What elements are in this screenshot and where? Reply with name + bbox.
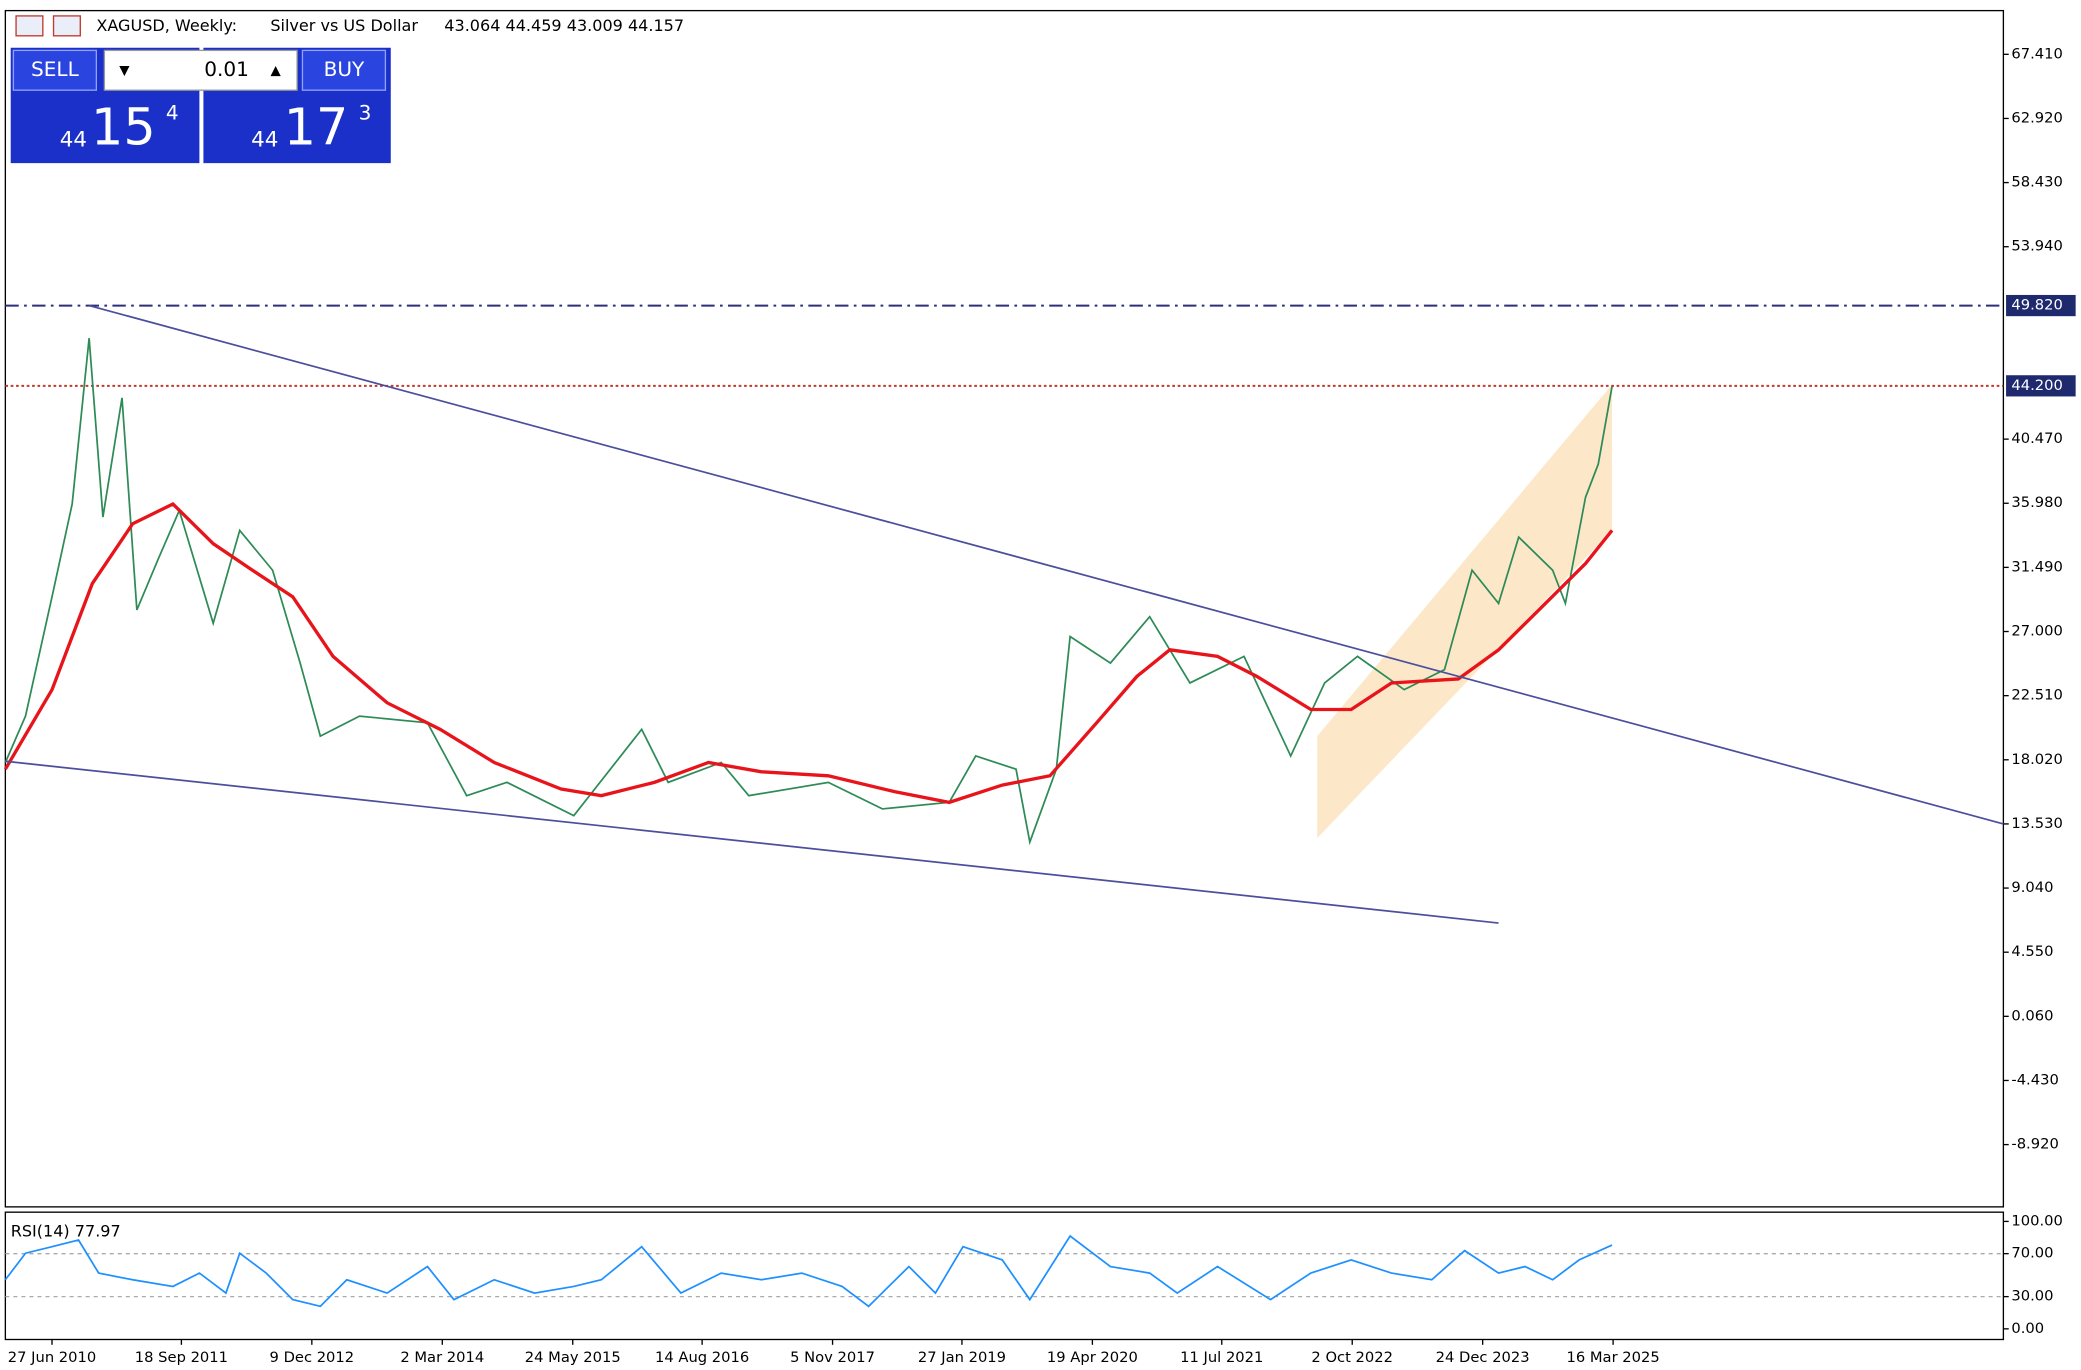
series-line bbox=[3, 501, 1614, 805]
rsi-pane bbox=[4, 1211, 2005, 1341]
down-arrow[interactable]: ▼ bbox=[119, 63, 130, 78]
x-tick-label: 24 Dec 2023 bbox=[1436, 1349, 1530, 1366]
toolbar-icons bbox=[15, 15, 81, 37]
icon bbox=[52, 15, 81, 37]
y-tick-label: 70.00 bbox=[2011, 1245, 2053, 1262]
icon bbox=[15, 15, 44, 37]
x-tick-label: 27 Jun 2010 bbox=[8, 1349, 96, 1366]
price-level-tag bbox=[2006, 294, 2076, 317]
y-tick-label: 31.490 bbox=[2011, 558, 2062, 575]
x-tick-label: 5 Nov 2017 bbox=[790, 1349, 875, 1366]
channel bbox=[1317, 384, 1613, 839]
y-tick-label: 0.00 bbox=[2011, 1320, 2044, 1337]
y-tick-label: 30.00 bbox=[2011, 1288, 2053, 1305]
x-tick-label: 24 May 2015 bbox=[525, 1349, 621, 1366]
symbol: XAGUSD, Weekly: bbox=[96, 16, 237, 35]
sell-label[interactable]: SELL bbox=[31, 57, 80, 81]
y-tick-label: 18.020 bbox=[2011, 751, 2062, 768]
sell-main: 15 bbox=[91, 98, 156, 157]
y-tick-label: 35.980 bbox=[2011, 494, 2062, 511]
volume[interactable]: 0.01 bbox=[204, 57, 249, 81]
up-arrow[interactable]: ▲ bbox=[271, 63, 282, 78]
x-tick-label: 11 Jul 2021 bbox=[1180, 1349, 1263, 1366]
sell-small: 4 bbox=[166, 101, 179, 125]
y-tick-label: 62.920 bbox=[2011, 109, 2062, 126]
y-tick-label: 27.000 bbox=[2011, 623, 2062, 640]
sell-button[interactable] bbox=[12, 49, 98, 91]
x-tick-label: 16 Mar 2025 bbox=[1566, 1349, 1659, 1366]
price-level-label: 44.200 bbox=[2011, 377, 2062, 394]
y-tick-label: 4.550 bbox=[2011, 943, 2053, 960]
series-line bbox=[5, 760, 1499, 924]
y-tick-label: 13.530 bbox=[2011, 815, 2062, 832]
buy-small: 3 bbox=[359, 101, 372, 125]
y-tick-label: 100.00 bbox=[2011, 1212, 2062, 1229]
y-tick-label: 58.430 bbox=[2011, 174, 2062, 191]
price-level-label: 49.820 bbox=[2011, 297, 2062, 314]
x-tick-label: 19 Apr 2020 bbox=[1047, 1349, 1138, 1366]
rsi-title: RSI(14) 77.97 bbox=[11, 1222, 121, 1241]
y-tick-label: 53.940 bbox=[2011, 238, 2062, 255]
y-tick-label: 67.410 bbox=[2011, 45, 2062, 62]
series-line bbox=[88, 304, 2004, 825]
description: Silver vs US Dollar bbox=[270, 16, 418, 35]
main-pane bbox=[4, 9, 2005, 1208]
buy-button[interactable] bbox=[301, 49, 387, 91]
ohlc: 43.064 44.459 43.009 44.157 bbox=[444, 16, 684, 35]
price-level-tag bbox=[2006, 375, 2076, 397]
x-tick-label: 14 Aug 2016 bbox=[655, 1349, 749, 1366]
buy-label[interactable]: BUY bbox=[324, 57, 366, 81]
y-tick-label: -8.920 bbox=[2011, 1136, 2058, 1153]
series-line bbox=[4, 1234, 1613, 1308]
y-tick-label: -4.430 bbox=[2011, 1072, 2058, 1089]
y-tick-label: 22.510 bbox=[2011, 687, 2062, 704]
x-tick-label: 9 Dec 2012 bbox=[270, 1349, 355, 1366]
series-line bbox=[4, 338, 1613, 846]
trade-panel: SELL ▼ ▲ 0.01 BUY 44 15 4 44 17 3 bbox=[10, 47, 391, 164]
buy-main: 17 bbox=[284, 98, 349, 157]
x-tick-label: 27 Jan 2019 bbox=[918, 1349, 1006, 1366]
y-tick-label: 40.470 bbox=[2011, 430, 2062, 447]
buy-big: 44 bbox=[251, 128, 278, 153]
x-tick-label: 2 Mar 2014 bbox=[400, 1349, 484, 1366]
sell-big: 44 bbox=[60, 128, 87, 153]
y-tick-label: 0.060 bbox=[2011, 1007, 2053, 1024]
volume-box[interactable] bbox=[103, 49, 298, 91]
y-tick-label: 9.040 bbox=[2011, 879, 2053, 896]
x-tick-label: 2 Oct 2022 bbox=[1311, 1349, 1393, 1366]
x-tick-label: 18 Sep 2011 bbox=[135, 1349, 228, 1366]
